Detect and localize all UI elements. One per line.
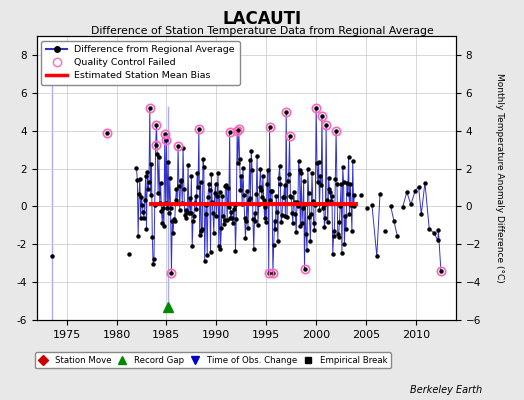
Text: LACAUTI: LACAUTI — [222, 10, 302, 28]
Y-axis label: Monthly Temperature Anomaly Difference (°C): Monthly Temperature Anomaly Difference (… — [495, 73, 504, 283]
Text: Difference of Station Temperature Data from Regional Average: Difference of Station Temperature Data f… — [91, 26, 433, 36]
Text: Berkeley Earth: Berkeley Earth — [410, 385, 482, 395]
Legend: Station Move, Record Gap, Time of Obs. Change, Empirical Break: Station Move, Record Gap, Time of Obs. C… — [35, 352, 391, 368]
